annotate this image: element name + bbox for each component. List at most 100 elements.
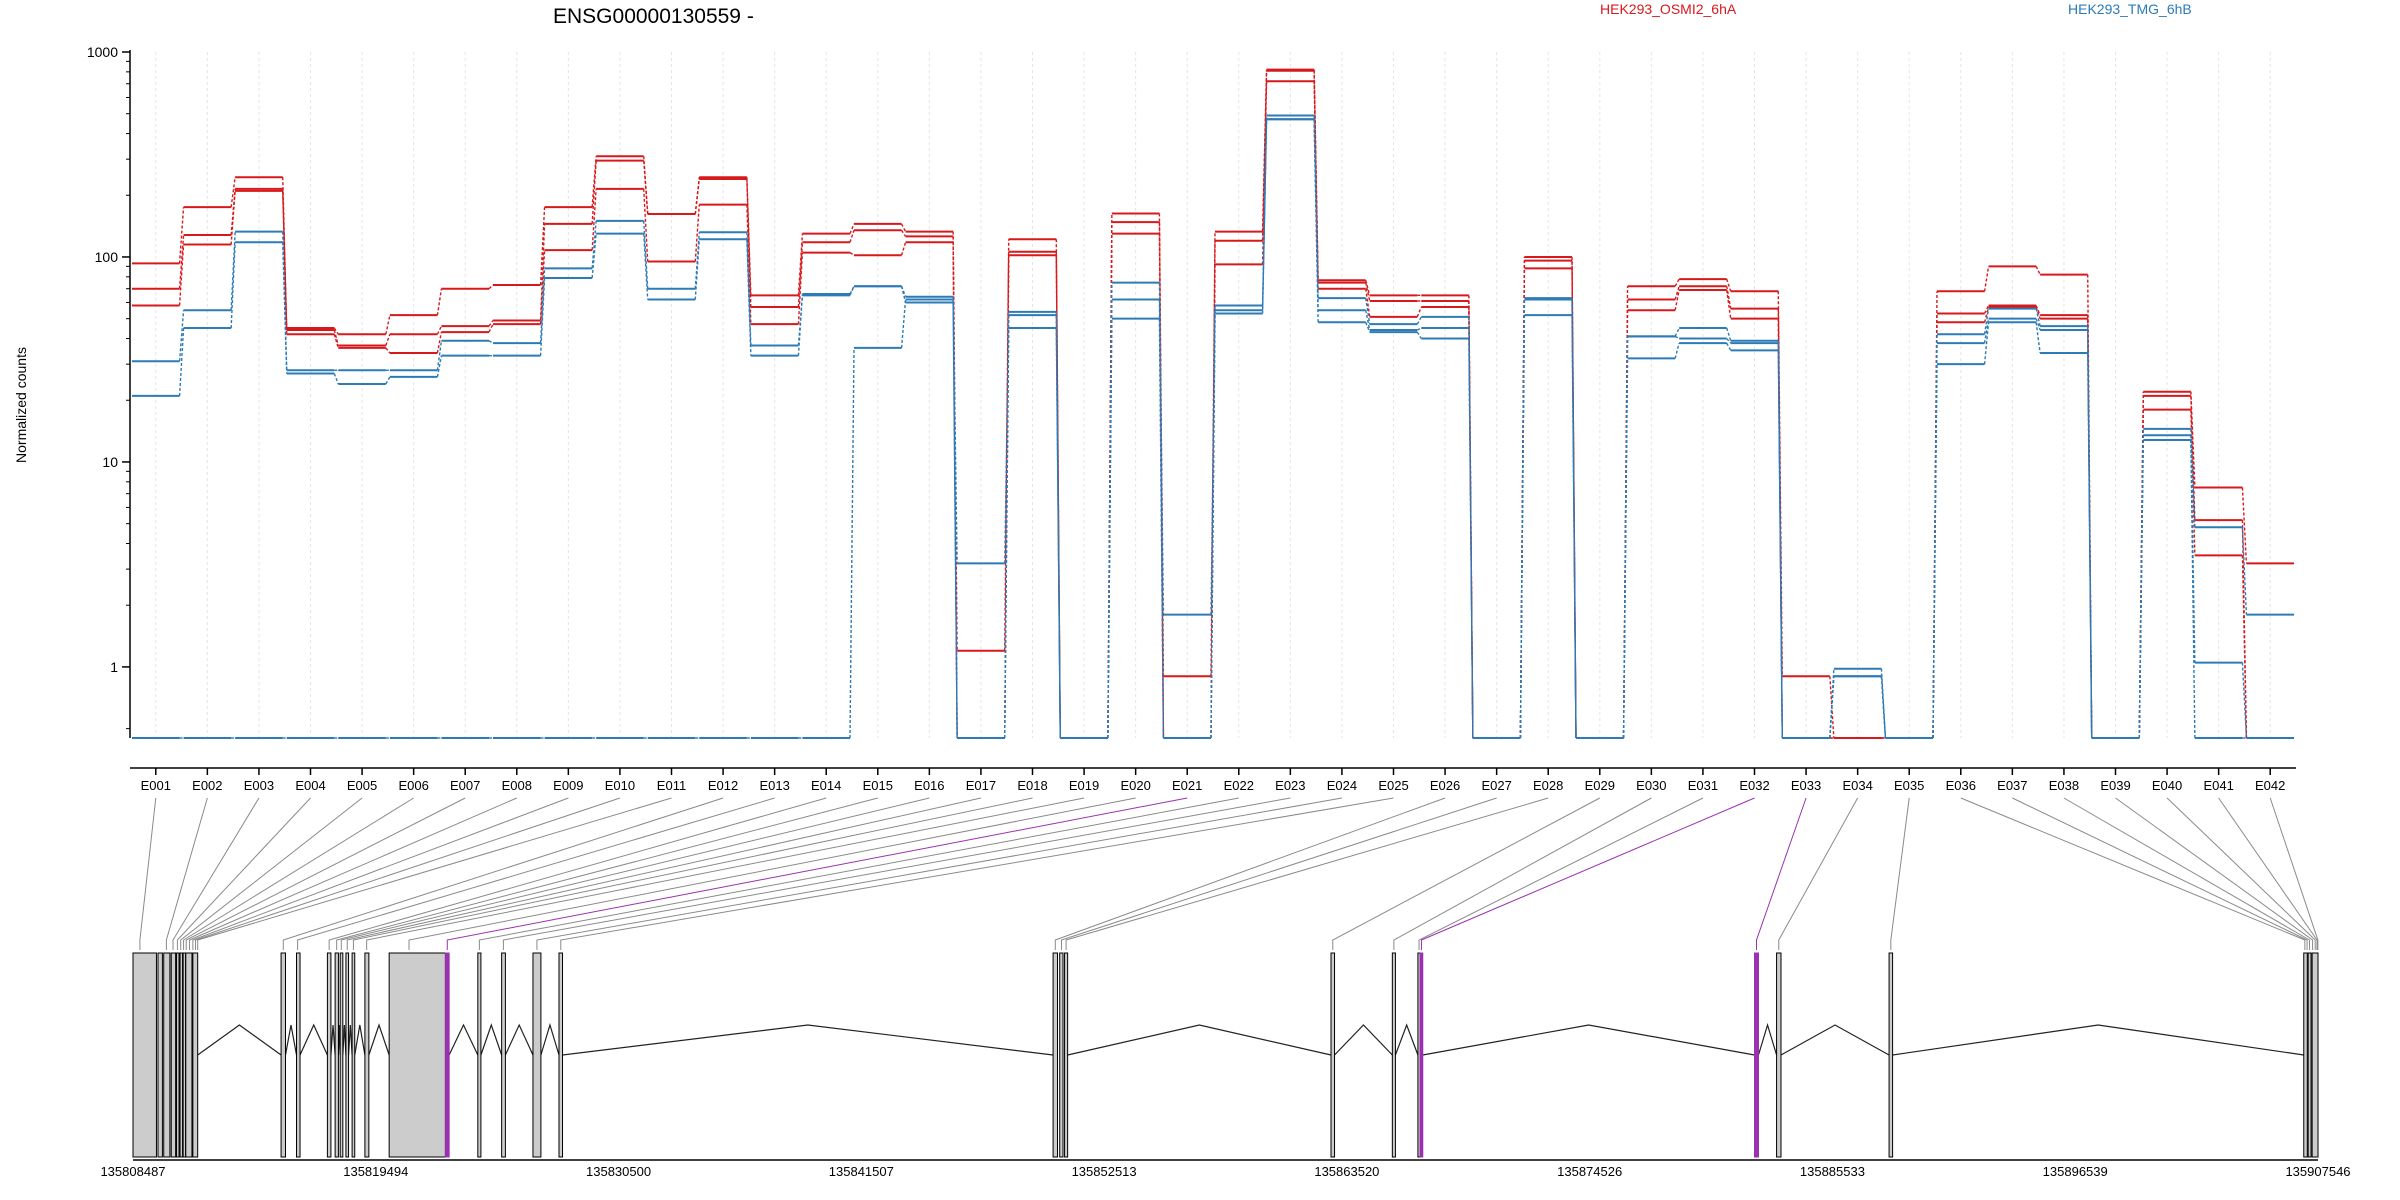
series-connector — [436, 331, 443, 354]
exon-connector — [1778, 797, 1859, 950]
coordinate-label: 135819494 — [343, 1164, 408, 1179]
exon-connector — [336, 797, 878, 950]
exon-connector — [165, 797, 208, 950]
x-tick-label: E015 — [863, 778, 893, 793]
exon-connector — [1960, 797, 2306, 950]
intron-line — [330, 1024, 336, 1056]
x-tick-label: E027 — [1481, 778, 1511, 793]
series-connector — [333, 334, 339, 349]
exon-block — [1052, 952, 1058, 1158]
series-connector — [694, 239, 700, 300]
gridlines — [155, 52, 2271, 738]
exon-connector — [197, 797, 672, 950]
series-connector — [1416, 331, 1422, 339]
exon-connector — [2063, 797, 2310, 950]
x-tick-label: E024 — [1327, 778, 1357, 793]
x-tick-label: E020 — [1120, 778, 1150, 793]
exon-block — [163, 952, 171, 1158]
x-tick-label: E037 — [1997, 778, 2027, 793]
series-connector — [2190, 409, 2196, 556]
series-connector — [797, 252, 804, 325]
series-connector — [1571, 315, 1577, 739]
x-tick-label: E006 — [398, 778, 428, 793]
coordinate-label: 135830500 — [586, 1164, 651, 1179]
series-connector — [488, 340, 494, 344]
series-connector — [1983, 266, 1990, 292]
x-tick-label: E032 — [1739, 778, 1769, 793]
coordinate-label: 135841507 — [829, 1164, 894, 1179]
exon-connector — [2269, 797, 2319, 950]
series-connector — [1726, 342, 1732, 351]
exon-connector — [189, 797, 517, 950]
x-tick-label: E026 — [1430, 778, 1460, 793]
x-tick-label: E012 — [708, 778, 738, 793]
exon-connector — [1890, 797, 1910, 950]
series-connector — [1004, 328, 1010, 739]
series-connector — [2087, 352, 2093, 739]
intron-line — [347, 1024, 353, 1056]
series-connector — [1983, 305, 1990, 314]
exon-block — [339, 952, 344, 1158]
x-tick-label: E010 — [605, 778, 635, 793]
intron-line — [448, 1023, 479, 1056]
exon-block — [176, 952, 180, 1158]
series-connector — [2035, 308, 2041, 327]
exon-block — [2307, 952, 2312, 1158]
exon-connector — [1065, 797, 1549, 950]
exon-connector — [282, 797, 724, 950]
series-connector — [2241, 662, 2248, 739]
series-connector — [333, 327, 339, 335]
x-tick-label: E023 — [1275, 778, 1305, 793]
series-connector — [2241, 555, 2248, 739]
series-connector — [2035, 266, 2041, 275]
intron-line — [354, 1024, 366, 1056]
series-connector — [1468, 316, 1474, 739]
x-tick-label: E005 — [347, 778, 377, 793]
series-connector — [1726, 286, 1732, 309]
exon-connector — [139, 797, 157, 950]
intron-line — [540, 1022, 560, 1056]
series-connector — [849, 223, 855, 234]
exon-block — [558, 952, 564, 1158]
series-connector — [643, 233, 649, 300]
x-tick-label: E009 — [553, 778, 583, 793]
series-connector — [385, 376, 391, 385]
gene-model-track: 135808487 135819494 135830500 135841507 1358… — [100, 952, 2351, 1179]
series-connector — [1055, 328, 1061, 739]
series-line — [132, 114, 2294, 739]
series-connector — [1519, 315, 1526, 739]
intron-line — [342, 1024, 347, 1056]
series-connector — [1261, 81, 1268, 265]
series-connector — [900, 286, 907, 303]
series-connector — [2190, 435, 2196, 663]
series-connector — [282, 231, 288, 371]
series-connector — [1416, 306, 1422, 318]
exon-connector — [1393, 797, 1652, 950]
series-connector — [178, 207, 185, 264]
x-tick-label: E008 — [502, 778, 532, 793]
series-connector — [1674, 327, 1680, 337]
exon-block — [334, 952, 339, 1158]
series-connector — [436, 355, 443, 378]
coordinate-label: 135907546 — [2285, 1164, 2350, 1179]
series-connector — [1983, 308, 1990, 335]
exon-connector — [2166, 797, 2316, 950]
series-connector — [488, 284, 494, 290]
exon-block — [179, 952, 184, 1158]
coordinate-label: 135885533 — [1800, 1164, 1865, 1179]
series-connector — [488, 320, 494, 327]
series-connector — [1726, 327, 1732, 342]
x-tick-label: E039 — [2100, 778, 2130, 793]
x-tick-label: E018 — [1017, 778, 1047, 793]
series-connector — [1261, 119, 1268, 314]
series-connector — [1365, 282, 1371, 302]
x-tick-label: E022 — [1224, 778, 1254, 793]
exon-block — [501, 952, 506, 1158]
intron-line — [1334, 1024, 1393, 1056]
series-connector — [1726, 289, 1732, 319]
exon-connector — [502, 797, 1291, 950]
exon-block-highlighted — [444, 952, 450, 1158]
plot-area — [132, 68, 2294, 739]
legend-entry-tmg: HEK293_TMG_6hB — [2068, 1, 2192, 17]
exon-connector — [192, 797, 569, 950]
